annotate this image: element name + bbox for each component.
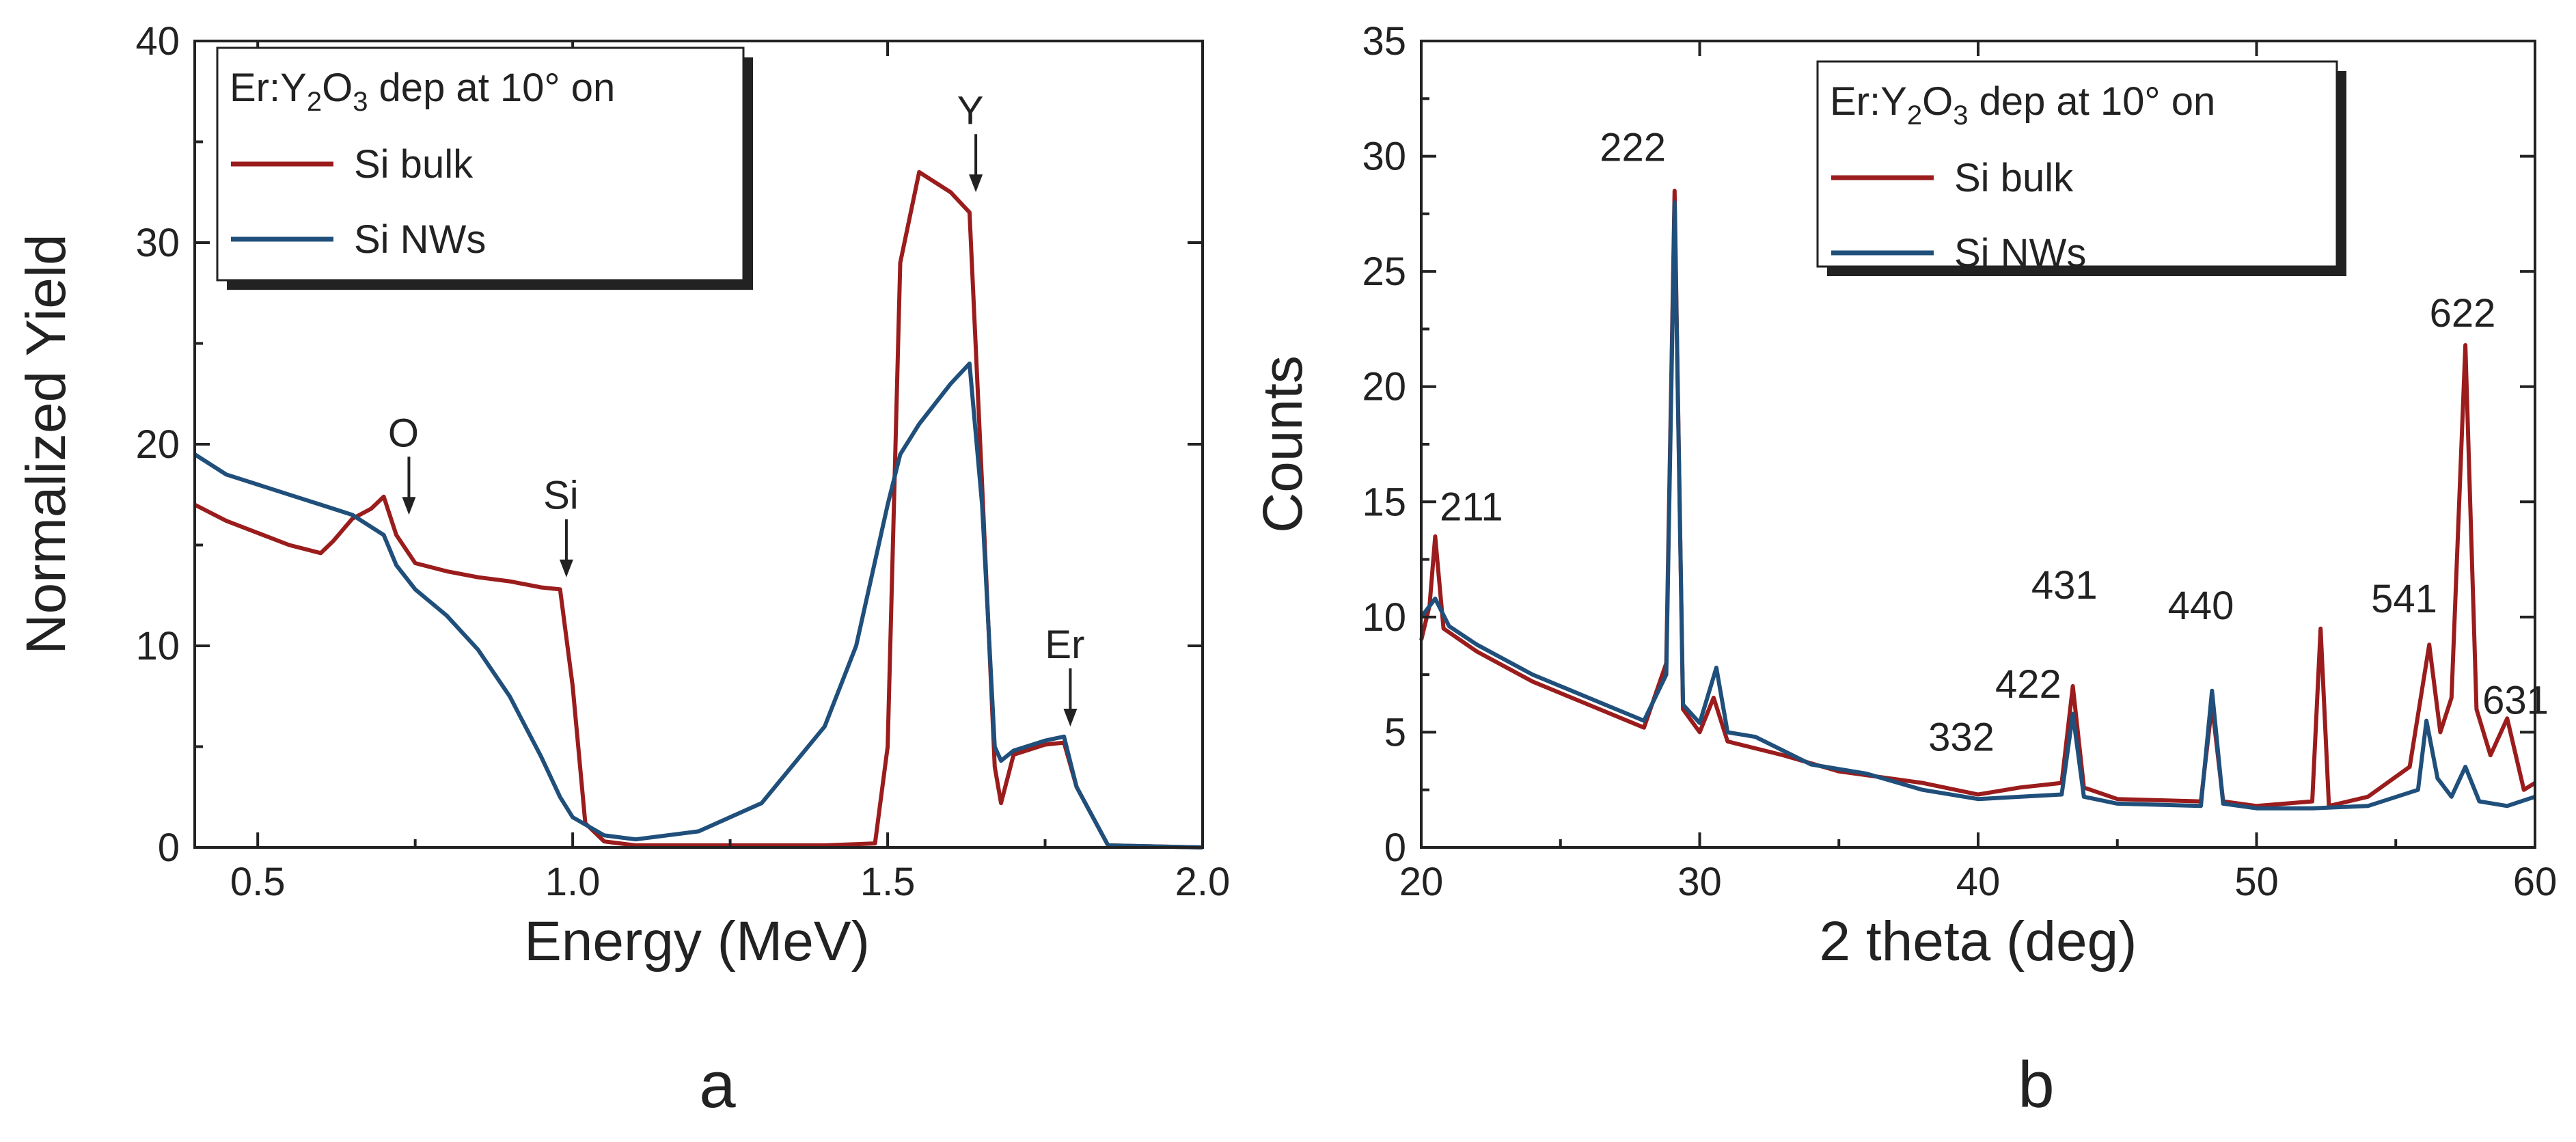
legend-title-subscript: 2 [1907,100,1922,131]
annotation-label: Er [1045,623,1084,667]
legend: Er:Y2O3 dep at 10° on Si bulk Si NWs [216,46,753,290]
y-tick-label: 5 [1384,710,1406,754]
legend-title-part: Er:Y [230,66,307,110]
peak-label: 622 [2430,291,2496,336]
legend-title-subscript: 3 [353,87,368,117]
legend-title-part: O [322,66,353,110]
y-tick-label: 40 [135,19,180,64]
x-tick-label: 30 [1677,860,1722,904]
peak-label: 222 [1600,125,1666,169]
legend-title-subscript: 3 [1953,100,1968,131]
chart-panel-a: 0.5 1.0 1.5 2.0 0 10 20 30 40 Energy (MeV) Normali… [15,19,1230,1121]
annotation-label: Y [957,88,984,133]
x-tick-label: 1.5 [860,860,916,904]
y-tick-label: 15 [1362,480,1406,524]
y-tick-label: 35 [1362,19,1406,64]
y-tick-label: 10 [1362,595,1406,640]
x-tick-label: 60 [2513,860,2558,904]
series-line-si-nws [193,362,1203,849]
y-tick-label: 30 [135,221,180,265]
legend-entry: Si bulk [354,142,474,187]
y-tick-label: 0 [1384,826,1406,870]
x-tick-label: 1.0 [545,860,601,904]
x-tick-label: 20 [1399,860,1444,904]
legend-entry: Si bulk [1954,156,2074,200]
x-tick-label: 50 [2234,860,2279,904]
annotation-arrow-head [969,174,983,193]
y-tick-label: 20 [135,422,180,467]
y-axis-label: Counts [1252,355,1314,533]
y-tick-label: 30 [1362,135,1406,179]
panel-label: b [2018,1048,2054,1121]
peak-label: 440 [2168,584,2234,628]
x-tick-label: 40 [1956,860,2001,904]
annotation-arrow-head [402,497,416,515]
peak-label: 431 [2031,563,2098,608]
peak-label: 422 [1995,662,2061,707]
x-axis-label: Energy (MeV) [524,910,870,973]
y-tick-label: 25 [1362,249,1406,294]
annotation-arrow-head [1063,709,1078,726]
legend-title-part: dep at 10° on [1968,79,2215,124]
peak-label: 332 [1928,715,1995,759]
annotation-arrow-head [559,559,573,577]
series-line-si-nws [1419,200,2536,811]
legend-entry: Si NWs [1954,231,2086,275]
chart-panel-b: 20 30 40 50 60 0 5 10 15 20 25 30 35 2 theta (deg) Cou… [1252,19,2557,1121]
x-axis-label: 2 theta (deg) [1820,910,2137,973]
legend-title: Er:Y2O3 dep at 10° on [230,66,615,117]
peak-label: 631 [2482,678,2549,722]
annotation-label: Si [543,474,579,518]
y-tick-label: 0 [158,826,180,870]
legend-title-subscript: 2 [307,87,322,117]
x-tick-label: 0.5 [230,860,286,904]
peak-label: 211 [1440,485,1503,529]
y-tick-label: 10 [135,624,180,668]
panel-label: a [699,1048,736,1121]
peak-label: 541 [2371,577,2437,621]
x-tick-label: 2.0 [1175,860,1231,904]
y-tick-label: 20 [1362,365,1406,409]
legend-title-part: Er:Y [1830,79,1907,124]
annotation-label: O [388,411,419,455]
legend-box [1816,60,2338,268]
series-line-si-bulk [1419,189,2536,808]
legend-entry: Si NWs [354,217,486,262]
y-axis-label: Normalized Yield [15,234,77,654]
legend-title-part: dep at 10° on [368,66,615,110]
legend-title-part: O [1922,79,1953,124]
legend-title: Er:Y2O3 dep at 10° on [1830,79,2215,131]
legend: Er:Y2O3 dep at 10° on Si bulk Si NWs [1816,60,2346,276]
